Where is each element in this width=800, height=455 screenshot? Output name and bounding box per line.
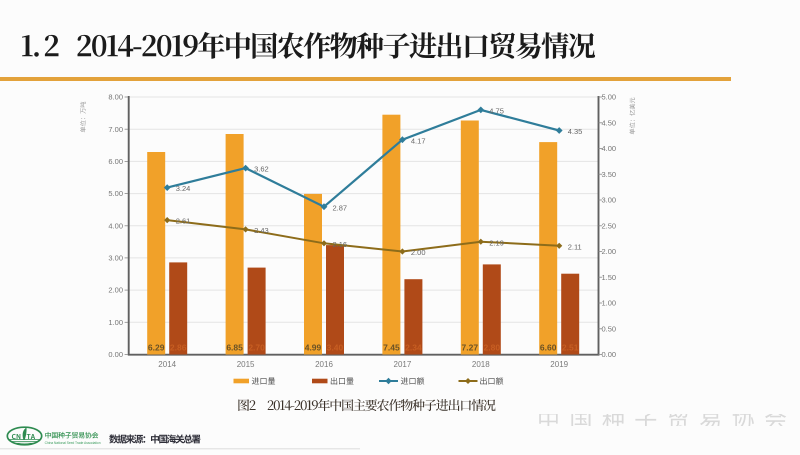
svg-text:4.00: 4.00	[108, 221, 123, 230]
svg-text:3.24: 3.24	[176, 184, 191, 193]
svg-text:1.50: 1.50	[602, 273, 617, 282]
svg-text:7.45: 7.45	[383, 343, 400, 353]
svg-text:2.16: 2.16	[333, 240, 348, 249]
svg-text:4.50: 4.50	[602, 118, 617, 127]
svg-text:4.35: 4.35	[568, 127, 583, 136]
svg-text:2.87: 2.87	[333, 203, 348, 212]
svg-text:8.00: 8.00	[108, 93, 123, 102]
svg-text:4.99: 4.99	[305, 343, 322, 353]
svg-text:0.50: 0.50	[602, 324, 617, 333]
svg-text:2.61: 2.61	[176, 217, 191, 226]
svg-text:1.00: 1.00	[108, 318, 123, 327]
svg-text:6.00: 6.00	[108, 157, 123, 166]
svg-text:4.17: 4.17	[411, 136, 426, 145]
svg-text:5.00: 5.00	[108, 189, 123, 198]
svg-text:2017: 2017	[394, 360, 412, 369]
svg-text:2.80: 2.80	[484, 343, 501, 353]
svg-text:7.27: 7.27	[462, 343, 479, 353]
svg-text:2.00: 2.00	[602, 247, 617, 256]
svg-text:2.70: 2.70	[248, 343, 265, 353]
svg-text:4.00: 4.00	[602, 144, 617, 153]
svg-text:2019: 2019	[550, 360, 568, 369]
svg-text:2.34: 2.34	[405, 343, 422, 353]
svg-text:2.50: 2.50	[602, 221, 617, 230]
svg-text:6.60: 6.60	[540, 343, 557, 353]
svg-text:2.86: 2.86	[170, 343, 187, 353]
svg-text:2015: 2015	[237, 360, 255, 369]
svg-text:6.85: 6.85	[226, 343, 243, 353]
svg-text:3.40: 3.40	[327, 343, 344, 353]
svg-text:2018: 2018	[472, 360, 490, 369]
svg-text:2.11: 2.11	[568, 242, 582, 251]
svg-text:3.50: 3.50	[602, 170, 617, 179]
svg-text:2.43: 2.43	[254, 226, 269, 235]
svg-text:3.00: 3.00	[602, 196, 617, 205]
svg-text:3.62: 3.62	[254, 165, 269, 174]
svg-text:0.00: 0.00	[602, 350, 617, 359]
svg-text:2.00: 2.00	[411, 248, 426, 257]
svg-text:1.00: 1.00	[602, 299, 617, 308]
svg-text:2.19: 2.19	[489, 238, 504, 247]
svg-text:2.51: 2.51	[562, 343, 579, 353]
svg-text:5.00: 5.00	[602, 93, 617, 102]
svg-text:4.75: 4.75	[489, 107, 504, 116]
svg-text:7.00: 7.00	[108, 125, 123, 134]
svg-text:2014: 2014	[158, 360, 176, 369]
svg-text:2016: 2016	[315, 360, 333, 369]
svg-text:6.29: 6.29	[148, 343, 165, 353]
svg-text:3.00: 3.00	[108, 254, 123, 263]
svg-text:China National Seed Trade Asso: China National Seed Trade Association	[45, 441, 101, 445]
svg-text:0.00: 0.00	[108, 350, 123, 359]
svg-text:2.00: 2.00	[108, 286, 123, 295]
